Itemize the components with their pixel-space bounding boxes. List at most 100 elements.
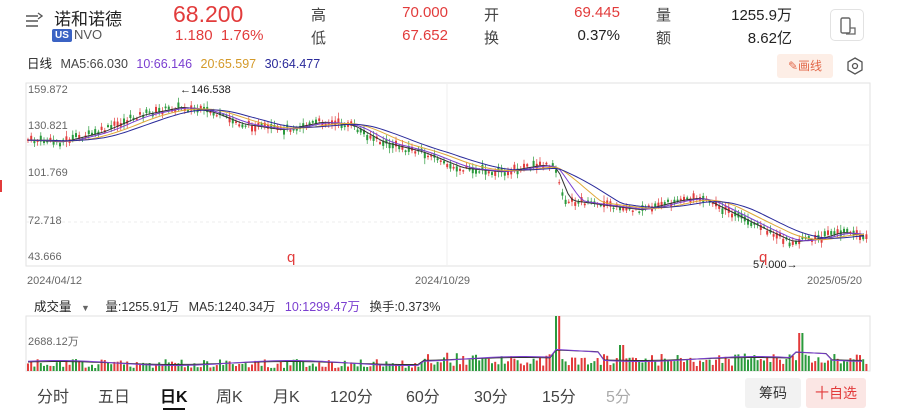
candle-body	[139, 112, 141, 115]
candle-body	[65, 136, 68, 142]
tab-intraday[interactable]: 分时	[37, 389, 70, 406]
change-percent: 1.76%	[220, 27, 264, 44]
volume-bar	[126, 361, 129, 371]
volume-bar	[849, 358, 852, 371]
volume-bar	[449, 362, 452, 371]
tab-five-day[interactable]: 五日	[98, 389, 131, 406]
volume-bar	[526, 362, 529, 371]
volume-bar	[753, 355, 756, 371]
candle-body	[225, 115, 228, 117]
candle-body	[340, 123, 343, 129]
volume-bar	[638, 361, 641, 371]
candle-body	[337, 118, 340, 125]
tab-5min[interactable]: 5分	[606, 389, 631, 406]
draw-line-button[interactable]: ✎画线	[777, 54, 833, 78]
volume-bar	[132, 367, 135, 371]
volume-bar	[238, 363, 241, 371]
candle-body	[254, 126, 257, 132]
volume-bar	[292, 359, 295, 371]
event-marker[interactable]: q	[287, 249, 296, 266]
stat-open-value: 69.445	[574, 4, 620, 21]
volume-bar	[110, 364, 113, 371]
add-watchlist-button[interactable]: 十自选	[806, 378, 866, 408]
tab-15min[interactable]: 15分	[542, 389, 576, 406]
menu-icon[interactable]	[25, 12, 43, 30]
volume-bar	[763, 360, 765, 371]
tab-30min[interactable]: 30分	[474, 389, 508, 406]
chip-distribution-button[interactable]: 筹码	[745, 378, 801, 408]
volume-bar	[372, 361, 375, 371]
candle-body	[715, 200, 717, 207]
volume-bar	[279, 361, 282, 371]
volume-bar	[379, 364, 381, 371]
candle-body	[30, 135, 33, 140]
candle-body	[251, 125, 253, 132]
volume-bar	[155, 365, 157, 371]
volume-tick: 2688.12万	[28, 336, 79, 348]
tab-daily-k[interactable]: 日K	[160, 389, 188, 406]
volume-bar	[631, 357, 634, 371]
event-marker[interactable]: q	[759, 249, 768, 266]
volume-bar	[116, 361, 119, 371]
volume-bar	[830, 359, 833, 371]
volume-selector[interactable]: 成交量 ▼	[34, 300, 99, 314]
volume-bar	[33, 366, 36, 371]
volume-bar	[839, 363, 842, 371]
volume-chart[interactable]	[0, 290, 900, 376]
candlestick-chart[interactable]	[0, 80, 900, 290]
volume-bar	[628, 357, 631, 371]
volume-bar	[811, 362, 813, 371]
candle-body	[199, 105, 202, 110]
volume-bar	[388, 364, 391, 371]
volume-bar	[567, 365, 570, 371]
candle-body	[270, 124, 273, 129]
candle-body	[238, 124, 241, 127]
candle-body	[212, 112, 215, 116]
volume-bar	[43, 365, 45, 371]
candle-body	[343, 125, 346, 128]
volume-bar	[135, 362, 138, 371]
volume-bar	[558, 316, 561, 371]
candle-body	[43, 141, 45, 144]
market-badge: US	[52, 29, 72, 42]
volume-bar	[590, 363, 593, 371]
candle-body	[177, 102, 180, 108]
candle-body	[484, 169, 487, 175]
candle-body	[113, 121, 116, 126]
stat-low-value: 67.652	[402, 27, 448, 44]
candle-body	[219, 111, 221, 116]
tab-weekly-k[interactable]: 周K	[216, 389, 243, 406]
ma20-label: 20:65.597	[200, 57, 257, 71]
tab-120min[interactable]: 120分	[330, 389, 373, 406]
tab-monthly-k[interactable]: 月K	[273, 389, 300, 406]
change-amount: 1.180	[175, 27, 213, 44]
volume-bar	[676, 355, 679, 371]
price-tick-4: 72.718	[28, 215, 62, 227]
candle-body	[673, 199, 676, 203]
tab-60min[interactable]: 60分	[406, 389, 440, 406]
candle-body	[87, 130, 90, 135]
candle-body	[731, 213, 733, 218]
rotate-screen-button[interactable]	[830, 9, 864, 41]
volume-bar	[577, 364, 580, 371]
candle-body	[356, 129, 359, 133]
volume-bar	[523, 365, 525, 371]
volume-bar	[443, 357, 445, 371]
volume-bar	[542, 365, 545, 371]
candle-body	[462, 170, 465, 172]
volume-bar	[385, 361, 388, 371]
stock-code: NVO	[74, 27, 103, 42]
candle-body	[811, 240, 813, 242]
candle-body	[619, 207, 621, 211]
candle-body	[423, 152, 426, 159]
volume-bar	[571, 357, 573, 371]
volume-bar	[139, 364, 141, 371]
candle-body	[638, 211, 641, 213]
volume-bar	[766, 356, 769, 371]
volume-bar	[548, 354, 551, 371]
settings-icon[interactable]	[846, 57, 864, 75]
volume-bar	[427, 354, 429, 371]
volume-bar	[862, 359, 865, 371]
candle-body	[580, 197, 583, 203]
volume-bar	[203, 360, 205, 371]
